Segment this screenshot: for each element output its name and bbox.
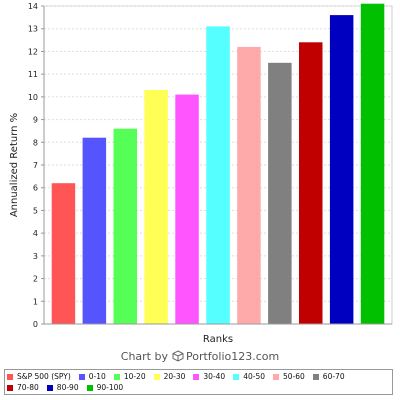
bar-s-p-500-spy[interactable] [51, 183, 76, 324]
legend-label: 10-20 [123, 372, 146, 381]
legend-item[interactable]: 10-20 [113, 371, 146, 382]
legend-item[interactable]: 80-90 [46, 382, 79, 393]
y-tick-label: 7 [33, 161, 38, 170]
chart-legend: S&P 500 (SPY) 0-10 10-20 20-30 30-40 40-50 50-… [4, 369, 393, 395]
y-tick-label: 4 [33, 229, 38, 238]
legend-label: S&P 500 (SPY) [17, 372, 71, 381]
y-tick-label: 10 [28, 93, 38, 102]
y-tick-label: 9 [33, 116, 38, 125]
legend-swatch [193, 373, 200, 380]
bar-20-30[interactable] [144, 90, 168, 324]
bar-0-10[interactable] [82, 137, 107, 324]
bar-40-50[interactable] [206, 26, 230, 325]
bar-70-80[interactable] [299, 42, 323, 325]
y-tick-label: 1 [33, 297, 38, 306]
bars [51, 3, 385, 325]
legend-item[interactable]: S&P 500 (SPY) [7, 371, 71, 382]
y-tick-label: 0 [33, 320, 38, 329]
legend-label: 30-40 [203, 372, 226, 381]
legend-swatch [273, 373, 279, 380]
legend-swatch [86, 384, 93, 391]
y-tick-label: 6 [33, 184, 38, 193]
y-axis-title: Annualized Return % [9, 113, 20, 217]
legend-swatch [312, 373, 319, 380]
bar-60-70[interactable] [268, 62, 292, 325]
legend-item[interactable]: 70-80 [7, 382, 39, 393]
legend-item[interactable]: 90-100 [86, 382, 124, 393]
credit-brand[interactable]: Portfolio123.com [185, 350, 280, 363]
legend-swatch [7, 384, 13, 391]
bar-80-90[interactable] [329, 15, 354, 324]
legend-swatch [233, 373, 240, 380]
legend-label: 90-100 [96, 383, 124, 392]
legend-swatch [113, 373, 120, 380]
legend-label: 50-60 [283, 372, 305, 381]
legend-label: 80-90 [56, 383, 79, 392]
y-tick-label: 2 [33, 275, 38, 284]
legend-item[interactable]: 30-40 [193, 371, 225, 382]
credit-prefix: Chart by [120, 350, 168, 363]
legend-swatch [153, 373, 160, 380]
legend-item[interactable]: 20-30 [153, 371, 186, 382]
bar-90-100[interactable] [360, 3, 385, 324]
y-tick-label: 11 [28, 70, 38, 79]
y-tick-label: 3 [33, 252, 38, 261]
x-axis-title: Ranks [203, 334, 233, 345]
legend-label: 70-80 [17, 383, 39, 392]
y-tick-label: 13 [28, 25, 38, 34]
legend-label: 40-50 [243, 372, 265, 381]
legend-swatch [7, 373, 13, 380]
legend-item[interactable]: 0-10 [78, 371, 106, 382]
legend-item[interactable]: 50-60 [273, 371, 305, 382]
legend-item[interactable]: 40-50 [233, 371, 265, 382]
bar-30-40[interactable] [175, 94, 199, 324]
bar-50-60[interactable] [237, 46, 261, 325]
y-tick-label: 8 [33, 138, 38, 147]
legend-swatch [78, 373, 85, 380]
y-tick-label: 12 [28, 47, 38, 56]
legend-label: 20-30 [163, 372, 186, 381]
legend-label: 60-70 [322, 372, 345, 381]
cube-icon [172, 350, 184, 362]
legend-label: 0-10 [88, 372, 106, 381]
y-tick-label: 14 [28, 2, 38, 11]
y-tick-label: 5 [33, 206, 38, 215]
bar-10-20[interactable] [113, 128, 138, 324]
legend-item[interactable]: 60-70 [312, 371, 345, 382]
legend-swatch [46, 384, 53, 391]
chart-credit: Chart by Portfolio123.com [0, 350, 400, 366]
